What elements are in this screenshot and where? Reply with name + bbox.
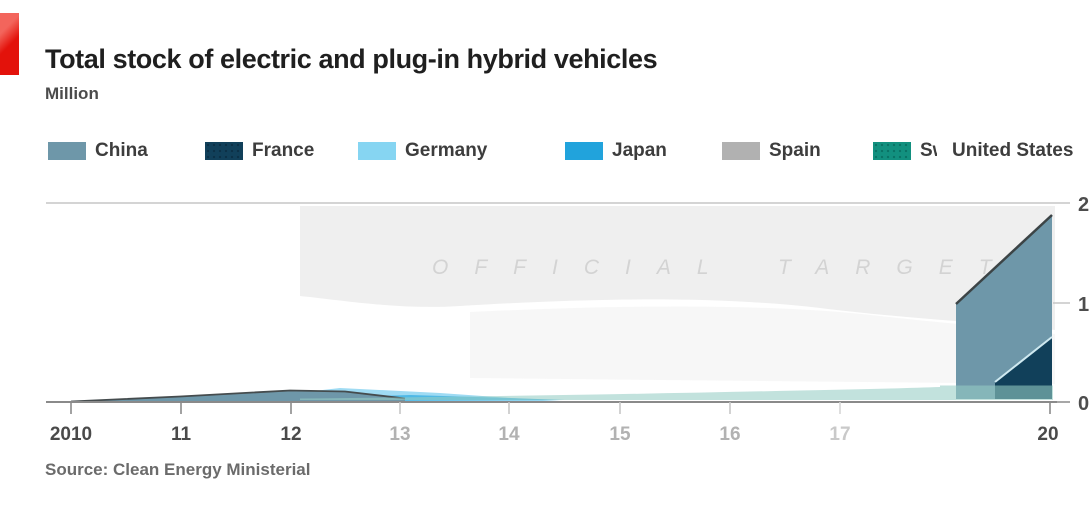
economist-red-tab (0, 13, 19, 75)
x-label-13: 13 (389, 424, 410, 445)
page-title: Total stock of electric and plug-in hybr… (45, 44, 658, 74)
france-target-area (995, 337, 1052, 399)
x-label-17: 17 (829, 424, 850, 445)
x-label-12: 12 (280, 424, 301, 445)
target-region-shading-lower (470, 306, 1055, 384)
y-label-0: 0 (1078, 393, 1089, 415)
y-label-1: 1 (1078, 294, 1089, 316)
historical-top-edge-line (70, 389, 406, 403)
x-label-2010: 2010 (50, 424, 92, 445)
y-label-2: 2 (1078, 194, 1089, 216)
target-region-shading (300, 206, 1055, 330)
united-states-area (300, 385, 1053, 400)
x-label-20: 20 (1037, 424, 1058, 445)
france-target-line (994, 336, 1053, 383)
unit-label: Million (45, 84, 99, 103)
source-note: Source: Clean Energy Ministerial (45, 460, 311, 479)
official-targets-watermark: OFFICIAL TARGETS (432, 256, 1058, 279)
x-label-15: 15 (609, 424, 631, 445)
x-label-11: 11 (171, 424, 192, 445)
china-target-area (956, 215, 1052, 399)
x-label-16: 16 (719, 424, 740, 445)
x-label-14: 14 (498, 424, 520, 445)
china-target-line (955, 214, 1053, 305)
